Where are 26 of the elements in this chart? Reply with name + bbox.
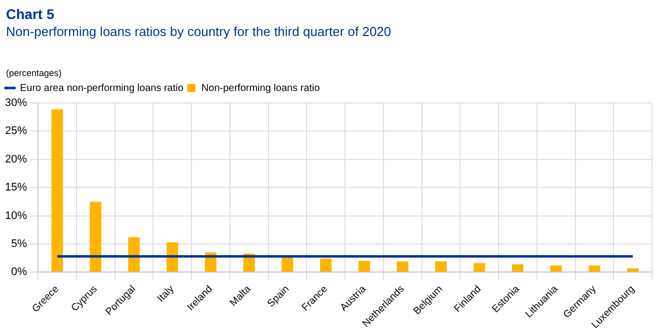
bar [282, 256, 294, 272]
y-tick-label: 25% [4, 125, 28, 138]
y-tick-label: 0% [11, 266, 28, 278]
bar [512, 264, 524, 272]
text: (percentages) [6, 68, 62, 78]
legend-label: Euro area non-performing loans ratio [20, 82, 184, 94]
bar [128, 237, 140, 272]
legend-label: Non-performing loans ratio [201, 82, 320, 94]
y-tick-label: 15% [4, 182, 28, 194]
bar [51, 109, 63, 272]
y-tick-label: 10% [4, 210, 28, 222]
chart-subtitle: Non-performing loans ratios by country for the third quarter of 2020 [6, 24, 392, 39]
bar [588, 265, 600, 272]
x-tick-label: Italy [156, 284, 176, 304]
bar [358, 260, 370, 272]
bar [396, 261, 408, 272]
bar [474, 263, 486, 272]
chart-title: Chart 5 [6, 6, 54, 22]
bar [320, 258, 332, 272]
bar [550, 265, 562, 272]
bar [166, 242, 178, 272]
bar [435, 261, 447, 272]
y-tick-label: 30% [4, 97, 28, 110]
y-tick-label: 5% [11, 238, 28, 250]
bar [90, 202, 102, 272]
y-tick-label: 20% [4, 153, 28, 166]
